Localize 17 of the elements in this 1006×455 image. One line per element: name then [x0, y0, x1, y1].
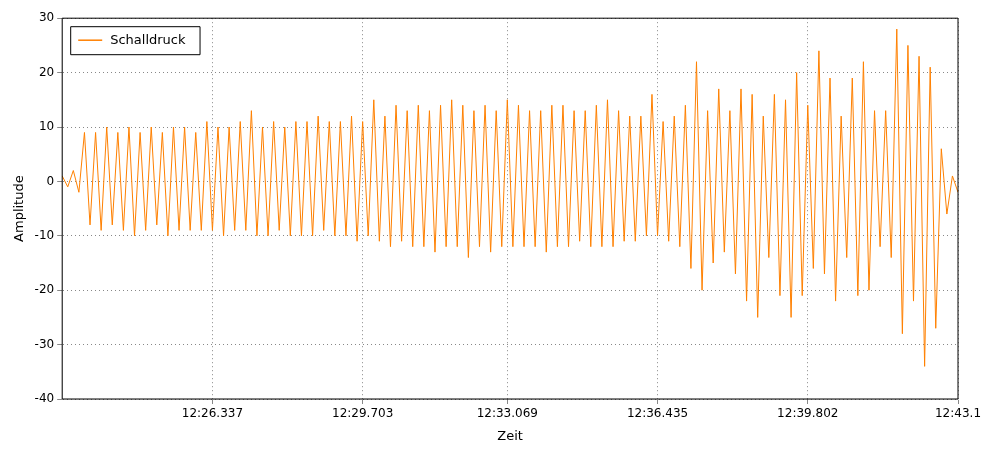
- y-tick-label: -20: [34, 282, 55, 297]
- x-axis-title: Zeit: [497, 427, 523, 443]
- legend-label: Schalldruck: [110, 31, 187, 47]
- y-tick-label: -30: [34, 336, 55, 351]
- x-tick-label: 12:33.069: [476, 406, 538, 421]
- y-tick-label: 20: [38, 64, 55, 79]
- y-tick-label: 0: [46, 173, 55, 188]
- y-axis-title: Amplitude: [11, 175, 27, 242]
- y-tick-label: -40: [34, 391, 55, 406]
- x-tick-label: 12:26.337: [181, 406, 244, 421]
- x-tick-label: 12:29.703: [332, 406, 394, 421]
- x-tick-label: 12:36.435: [626, 406, 689, 421]
- y-tick-label: 10: [38, 119, 55, 134]
- x-tick-label: 12:43.1: [934, 406, 982, 421]
- y-tick-label: -10: [34, 227, 55, 242]
- x-tick-label: 12:39.802: [777, 406, 839, 421]
- y-tick-label: 30: [38, 10, 55, 25]
